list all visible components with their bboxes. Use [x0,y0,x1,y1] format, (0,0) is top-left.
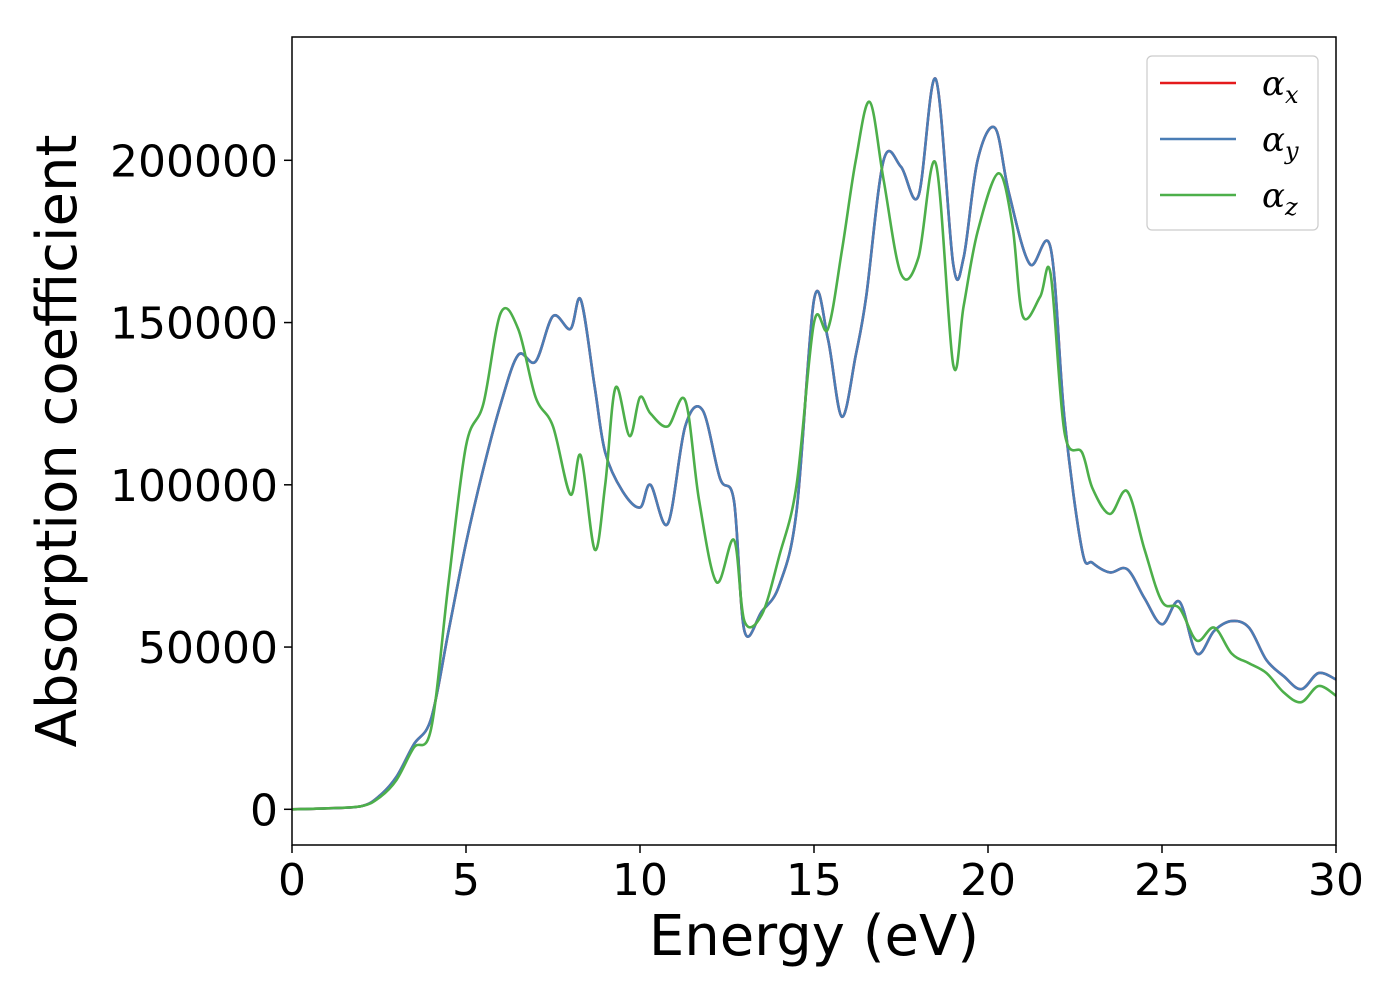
y-tick-label: 50000 [138,623,278,674]
y-tick-label: 200000 [110,136,278,187]
series-line-z [292,100,1336,811]
legend-label-z: αz [1262,176,1298,221]
x-tick-label: 25 [1134,855,1190,906]
x-tick-label: 30 [1308,855,1364,906]
y-axis-label: Absorption coefficient [25,135,90,748]
x-tick-label: 15 [786,855,842,906]
y-axis-ticks: 0 50000 100000 150000 200000 [110,136,292,836]
y-tick-label: 150000 [110,299,278,350]
series-lines [292,77,1336,811]
legend-box [1146,55,1319,231]
x-axis-label: Energy (eV) [649,904,979,969]
x-tick-label: 20 [960,855,1016,906]
legend: αx αy αz [1146,55,1319,231]
legend-label-x: αx [1262,64,1299,109]
x-tick-label: 10 [612,855,668,906]
y-tick-label: 100000 [110,461,278,512]
x-tick-label: 0 [278,855,306,906]
x-axis-ticks: 0 5 10 15 20 25 30 [278,845,1364,906]
legend-label-y: αy [1262,120,1299,165]
y-tick-label: 0 [250,785,278,836]
x-tick-label: 5 [452,855,480,906]
series-line-y [292,77,1336,811]
